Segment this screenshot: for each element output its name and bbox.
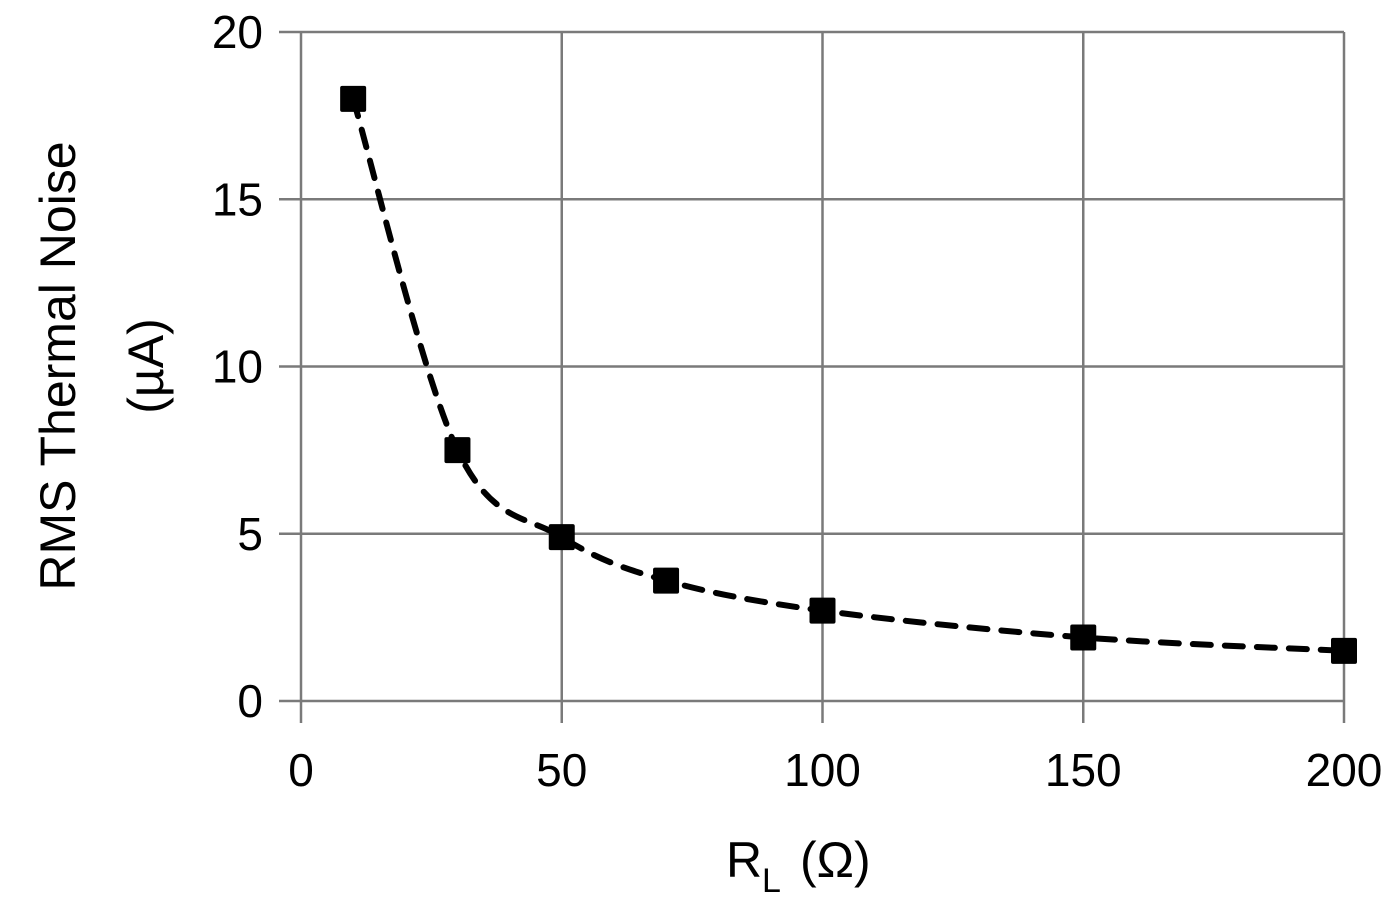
y-tick-label: 20 [212, 6, 263, 58]
x-axis-title-subscript: L [762, 862, 781, 900]
x-tick-label: 50 [536, 744, 587, 796]
y-axis-title-line1: RMS Thermal Noise [30, 141, 86, 590]
square-marker [548, 524, 575, 551]
square-marker [444, 437, 471, 464]
y-tick-label: 5 [237, 508, 263, 560]
square-marker [340, 85, 367, 112]
y-tick-label: 0 [237, 675, 263, 727]
x-tick-label: 200 [1306, 744, 1383, 796]
y-tick-label: 15 [212, 173, 263, 225]
data-series-line [350, 95, 1347, 654]
x-tick-label: 150 [1045, 744, 1122, 796]
y-axis-title-line2: (µA) [118, 318, 174, 413]
x-tick-label: 100 [784, 744, 861, 796]
y-tick-label: 10 [212, 341, 263, 393]
x-axis-tick-labels: 0 50 100 150 200 [288, 744, 1382, 796]
square-marker [809, 597, 836, 624]
square-marker [653, 567, 680, 594]
y-axis-title: RMS Thermal Noise (µA) [30, 141, 174, 590]
grid-lines [279, 30, 1346, 723]
square-marker [1331, 637, 1357, 664]
x-axis-title-main: R [726, 832, 762, 888]
square-marker [1070, 624, 1097, 651]
x-tick-label: 0 [288, 744, 314, 796]
y-axis-tick-labels: 0 5 10 15 20 [212, 6, 263, 727]
x-axis-title: R L (Ω) [726, 832, 871, 900]
data-markers [340, 85, 1357, 664]
x-axis-title-unit: (Ω) [800, 832, 871, 888]
